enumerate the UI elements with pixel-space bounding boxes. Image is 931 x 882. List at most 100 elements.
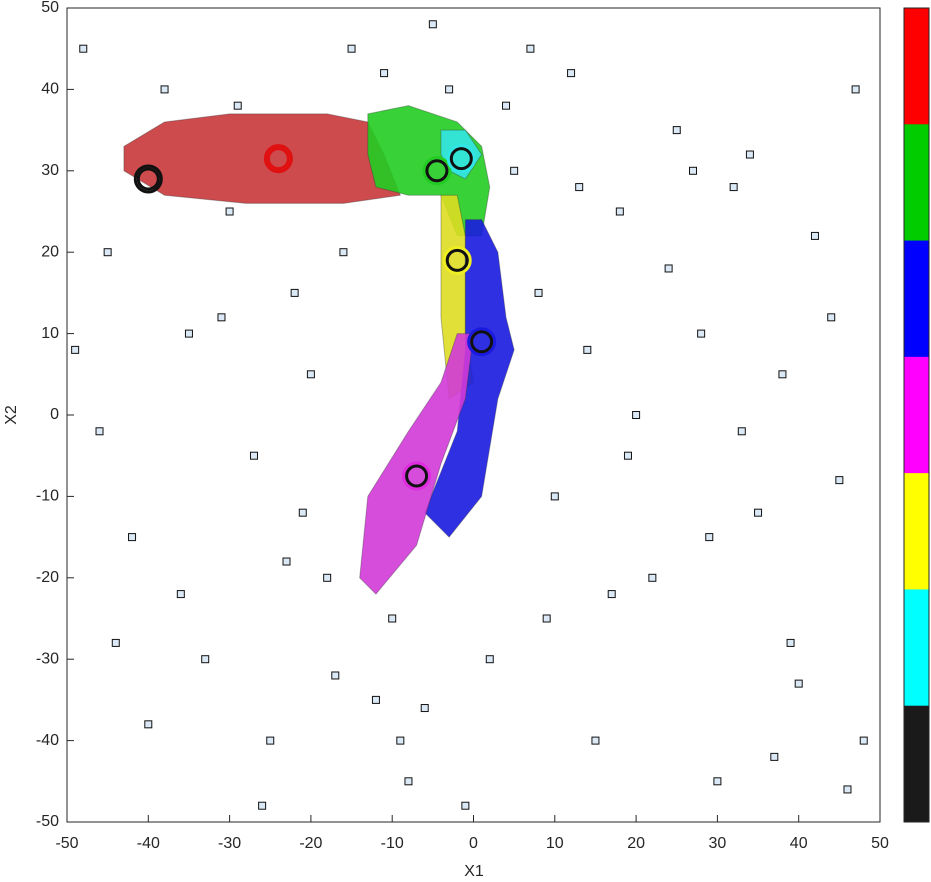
colorbar-segment: [904, 589, 929, 707]
point: [233, 101, 242, 110]
point: [176, 590, 185, 599]
point: [859, 736, 868, 745]
point: [298, 508, 307, 517]
colorbar-segment: [904, 8, 929, 125]
point: [615, 207, 624, 216]
point: [754, 508, 763, 517]
point: [851, 85, 860, 94]
point: [542, 614, 551, 623]
point: [648, 573, 657, 582]
cluster-region: [123, 113, 402, 204]
centroid-halo: [133, 164, 163, 194]
point: [249, 451, 258, 460]
centroid-halo: [422, 156, 452, 186]
point: [217, 313, 226, 322]
x-tick-label: 0: [469, 835, 478, 852]
y-tick-label: 30: [41, 162, 59, 179]
centroid-halo: [402, 461, 432, 491]
point: [843, 785, 852, 794]
point: [664, 264, 673, 273]
point: [160, 85, 169, 94]
point: [485, 655, 494, 664]
y-tick-label: 20: [41, 243, 59, 260]
point: [404, 777, 413, 786]
point: [420, 704, 429, 713]
x-tick-label: 10: [546, 835, 564, 852]
point: [550, 492, 559, 501]
centroid: [425, 159, 449, 183]
y-tick-label: 40: [41, 81, 59, 98]
x-tick-label: -10: [381, 835, 404, 852]
point: [225, 207, 234, 216]
point: [729, 183, 738, 192]
point: [737, 427, 746, 436]
point: [380, 69, 389, 78]
point: [510, 166, 519, 175]
point: [607, 590, 616, 599]
point: [95, 427, 104, 436]
point: [786, 638, 795, 647]
centroid: [445, 248, 469, 272]
colorbar-segment: [904, 240, 929, 358]
centroid: [470, 330, 494, 354]
point: [323, 573, 332, 582]
y-axis-label: X2: [3, 405, 20, 425]
centroid: [136, 167, 160, 191]
point: [461, 801, 470, 810]
point: [623, 451, 632, 460]
point: [591, 736, 600, 745]
y-tick-label: 0: [50, 406, 59, 423]
point: [111, 638, 120, 647]
y-tick-label: -40: [36, 732, 59, 749]
colorbar-segment: [904, 124, 929, 242]
point: [282, 557, 291, 566]
point: [794, 679, 803, 688]
point: [290, 288, 299, 297]
x-tick-label: -40: [137, 835, 160, 852]
point: [184, 329, 193, 338]
point: [689, 166, 698, 175]
point: [388, 614, 397, 623]
y-tick-label: -20: [36, 569, 59, 586]
centroid-halo: [467, 327, 497, 357]
point: [534, 288, 543, 297]
y-tick-label: 50: [41, 0, 59, 16]
point: [331, 671, 340, 680]
x-tick-label: -50: [55, 835, 78, 852]
point: [396, 736, 405, 745]
point: [306, 370, 315, 379]
point: [583, 345, 592, 354]
point: [266, 736, 275, 745]
centroid: [405, 464, 429, 488]
point: [810, 231, 819, 240]
point: [144, 720, 153, 729]
point: [770, 752, 779, 761]
x-tick-label: 50: [871, 835, 889, 852]
y-tick-label: -10: [36, 488, 59, 505]
point: [79, 44, 88, 53]
point: [672, 126, 681, 135]
point: [526, 44, 535, 53]
point: [71, 345, 80, 354]
y-tick-label: -30: [36, 650, 59, 667]
point: [347, 44, 356, 53]
point: [567, 69, 576, 78]
point: [502, 101, 511, 110]
point: [339, 248, 348, 257]
x-tick-label: 20: [627, 835, 645, 852]
point: [103, 248, 112, 257]
colorbar-box: [903, 7, 930, 823]
y-tick-label: 10: [41, 325, 59, 342]
colorbar-segment: [904, 705, 929, 823]
point: [697, 329, 706, 338]
point: [128, 533, 137, 542]
y-tick-label: -50: [36, 813, 59, 830]
x-axis-label: X1: [464, 863, 484, 880]
point: [705, 533, 714, 542]
colorbar-segment: [904, 356, 929, 474]
centroid-halo: [263, 144, 293, 174]
centroid-halo: [442, 245, 472, 275]
point: [575, 183, 584, 192]
point: [713, 777, 722, 786]
